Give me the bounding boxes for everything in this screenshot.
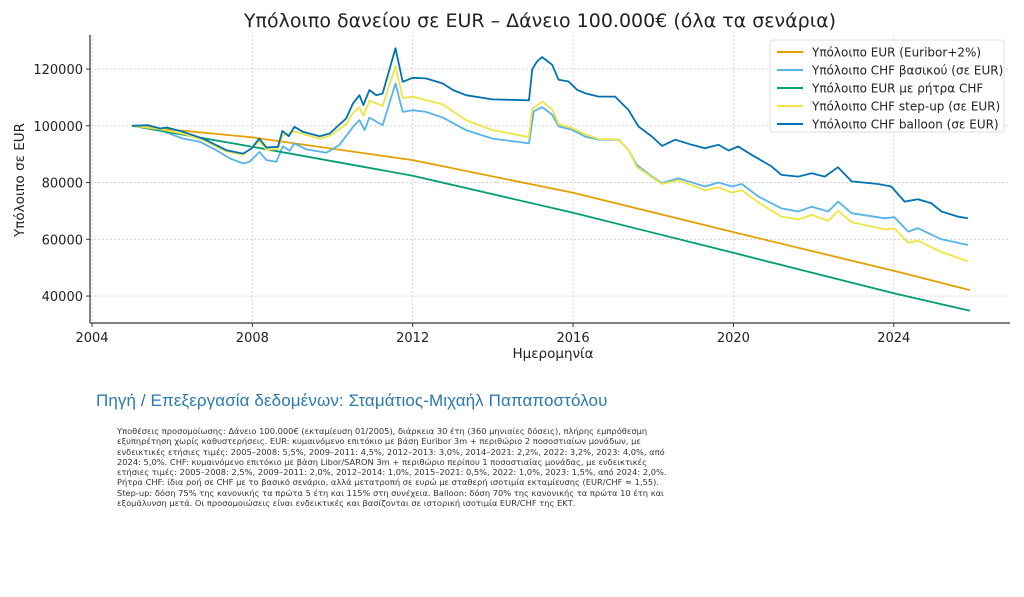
y-axis-label: Υπόλοιπο σε EUR: [12, 123, 28, 238]
source-heading: Πηγή / Επεξεργασία δεδομένων: Σταμάτιος-…: [96, 391, 608, 410]
x-tick-label: 2020: [717, 331, 750, 346]
x-tick-label: 2024: [877, 331, 910, 346]
legend-label: Υπόλοιπο EUR (Euribor+2%): [811, 46, 981, 60]
y-tick-label: 80000: [42, 177, 83, 192]
y-tick-label: 120000: [33, 63, 83, 78]
series-line-0: [132, 124, 971, 291]
legend: Υπόλοιπο EUR (Euribor+2%) Υπόλοιπο CHF βα…: [769, 39, 1005, 133]
axes: 2004 2008 2012 2016 2020 2024 40000 60000 80000 1…: [33, 35, 1010, 346]
x-tick-label: 2016: [557, 331, 590, 346]
series-lines: [131, 47, 971, 312]
legend-label: Υπόλοιπο CHF step-up (σε EUR): [811, 100, 1000, 114]
x-tick-label: 2012: [396, 331, 429, 346]
chart-title: Υπόλοιπο δανείου σε EUR – Δάνειο 100.000…: [243, 10, 836, 32]
series-line-4: [132, 47, 969, 220]
x-axis-label: Ημερομηνία: [512, 346, 593, 362]
legend-label: Υπόλοιπο CHF βασικού (σε EUR): [811, 64, 1003, 78]
x-tick-label: 2004: [75, 331, 108, 346]
y-tick-label: 60000: [42, 233, 83, 248]
legend-box: [769, 39, 1005, 133]
y-tick-label: 100000: [33, 120, 83, 135]
series-line-1: [131, 82, 969, 246]
legend-label: Υπόλοιπο EUR με ρήτρα CHF: [811, 82, 983, 96]
y-tick-label: 40000: [42, 290, 83, 305]
legend-label: Υπόλοιπο CHF balloon (σε EUR): [811, 118, 999, 132]
loan-balance-chart: Υπόλοιπο δανείου σε EUR – Δάνειο 100.000…: [12, 10, 1010, 362]
series-line-3: [131, 65, 969, 262]
assumptions-footnote: Υποθέσεις προσομοίωσης: Δάνειο 100.000€ …: [117, 426, 667, 509]
x-tick-label: 2008: [236, 331, 269, 346]
